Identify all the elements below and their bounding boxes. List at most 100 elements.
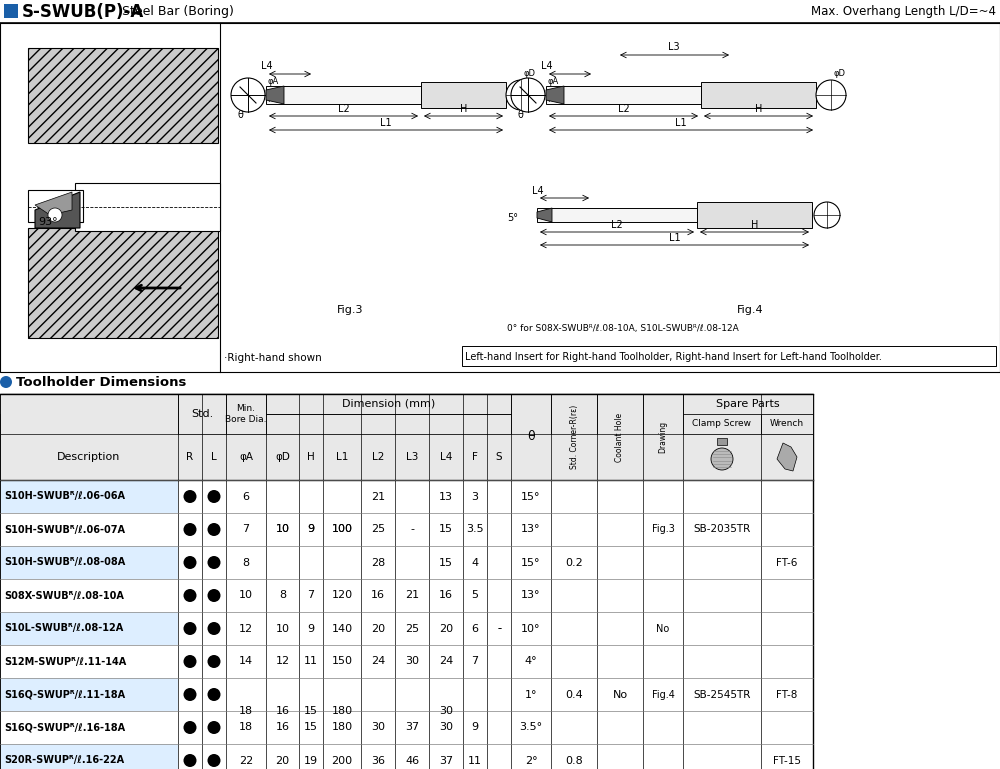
Text: 11: 11 [304,657,318,667]
Text: 8: 8 [279,591,286,601]
Bar [266,394,511,414]
Text: F: F [267,95,272,104]
Bar [0,23,1000,372]
Text: 1°: 1° [525,690,537,700]
Text: Drawing: Drawing [658,421,668,453]
Bar [537,208,697,222]
Text: -: - [497,624,501,634]
Text: 25: 25 [405,624,419,634]
Bar [0,645,178,678]
Text: L3: L3 [406,452,418,462]
Text: Fig.3: Fig.3 [652,524,674,534]
Text: φD: φD [523,68,535,78]
Text: 16: 16 [439,591,453,601]
Text: S08X-SWUBᴿ/ℓ.08-10A: S08X-SWUBᴿ/ℓ.08-10A [4,591,124,601]
Bar [701,82,816,108]
Text: φA: φA [548,76,559,85]
Circle shape [208,721,220,734]
Text: 20: 20 [371,624,385,634]
Text: 18: 18 [239,706,253,716]
Polygon shape [537,208,552,222]
Bar [266,86,421,104]
Text: S12M-SWUPᴿ/ℓ.11-14A: S12M-SWUPᴿ/ℓ.11-14A [4,657,126,667]
Text: 37: 37 [405,723,419,733]
Text: 4°: 4° [525,657,537,667]
Text: 30: 30 [439,706,453,716]
Bar [0,513,178,546]
Text: L2: L2 [618,104,629,114]
Text: Description: Description [57,452,121,462]
Text: φD: φD [833,68,845,78]
Bar [717,438,727,445]
Text: Spare Parts: Spare Parts [716,399,780,409]
Text: 19: 19 [304,755,318,765]
Bar [0,678,178,711]
Text: 10: 10 [276,624,290,634]
Text: 15: 15 [304,706,318,716]
Text: -: - [497,624,501,634]
Text: S16Q-SWUPᴿ/ℓ.11-18A: S16Q-SWUPᴿ/ℓ.11-18A [4,690,125,700]
Text: 12: 12 [275,657,290,667]
Bar [0,711,178,744]
Text: 15: 15 [439,524,453,534]
Text: 0.2: 0.2 [565,558,583,568]
Polygon shape [266,86,284,104]
Text: 5: 5 [472,591,479,601]
Bar [0,546,178,579]
Text: 180: 180 [331,706,353,716]
Text: 140: 140 [331,624,353,634]
Bar [697,202,812,228]
Text: L4: L4 [440,452,452,462]
Text: 7: 7 [471,657,479,667]
Text: 13°: 13° [521,524,541,534]
Text: 30: 30 [439,723,453,733]
Bar [462,346,996,366]
Bar [0,394,813,414]
Bar [28,190,83,222]
Text: 16: 16 [371,591,385,601]
Text: -: - [410,524,414,534]
Text: L2: L2 [372,452,384,462]
Text: 7: 7 [242,524,250,534]
Circle shape [231,78,265,112]
Bar [28,228,218,338]
Text: FT-15: FT-15 [773,755,801,765]
Text: F: F [472,452,478,462]
Text: Steel Bar (Boring): Steel Bar (Boring) [118,5,234,18]
Bar [0,744,178,769]
Text: S10L-SWUBᴿ/ℓ.08-12A: S10L-SWUBᴿ/ℓ.08-12A [4,624,123,634]
Text: 12: 12 [239,624,253,634]
Bar [511,394,551,480]
Text: SB-2035TR: SB-2035TR [693,524,751,534]
Text: L3: L3 [668,42,680,52]
Text: 5°: 5° [507,213,518,223]
Text: S-SWUB(P)-A: S-SWUB(P)-A [22,3,144,21]
Text: 25: 25 [371,524,385,534]
Text: φD: φD [275,452,290,462]
Circle shape [184,490,196,503]
Text: S10H-SWUBᴿ/ℓ.06-06A: S10H-SWUBᴿ/ℓ.06-06A [4,491,125,501]
Text: 93°: 93° [38,217,58,227]
Bar [4,4,18,18]
Polygon shape [777,443,797,471]
Bar [28,48,218,143]
Text: 30: 30 [405,657,419,667]
Circle shape [184,688,196,701]
Text: 28: 28 [371,558,385,568]
Text: 10: 10 [276,524,290,534]
Bar [0,394,178,480]
Text: 22: 22 [239,755,253,765]
Circle shape [816,80,846,110]
Bar [643,394,683,480]
Text: L1: L1 [669,233,680,243]
Text: 200: 200 [331,755,353,765]
Circle shape [506,80,536,110]
Text: Std. Corner-R(rε): Std. Corner-R(rε) [570,404,578,469]
Text: ·Right-hand shown: ·Right-hand shown [224,353,322,363]
Text: 10: 10 [276,524,290,534]
Text: L1: L1 [675,118,687,128]
Text: 3: 3 [472,491,479,501]
Text: Min.
Bore Dia.: Min. Bore Dia. [225,404,267,424]
Text: 9: 9 [307,624,315,634]
Text: 20: 20 [439,624,453,634]
